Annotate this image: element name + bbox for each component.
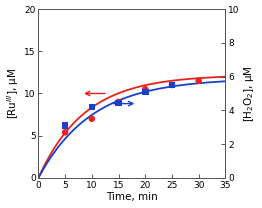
Y-axis label: [H$_2$O$_2$], μM: [H$_2$O$_2$], μM: [242, 65, 256, 122]
Point: [63, 131, 67, 134]
Point: [116, 101, 121, 104]
Point: [170, 83, 174, 87]
X-axis label: Time, min: Time, min: [106, 192, 158, 202]
Point: [90, 105, 94, 109]
Point: [143, 90, 147, 93]
Point: [170, 83, 174, 87]
Point: [196, 79, 201, 83]
Point: [143, 88, 147, 91]
Y-axis label: [Ru$^{III}$], μM: [Ru$^{III}$], μM: [6, 68, 21, 119]
Point: [90, 117, 94, 120]
Point: [116, 100, 121, 104]
Point: [63, 124, 67, 127]
